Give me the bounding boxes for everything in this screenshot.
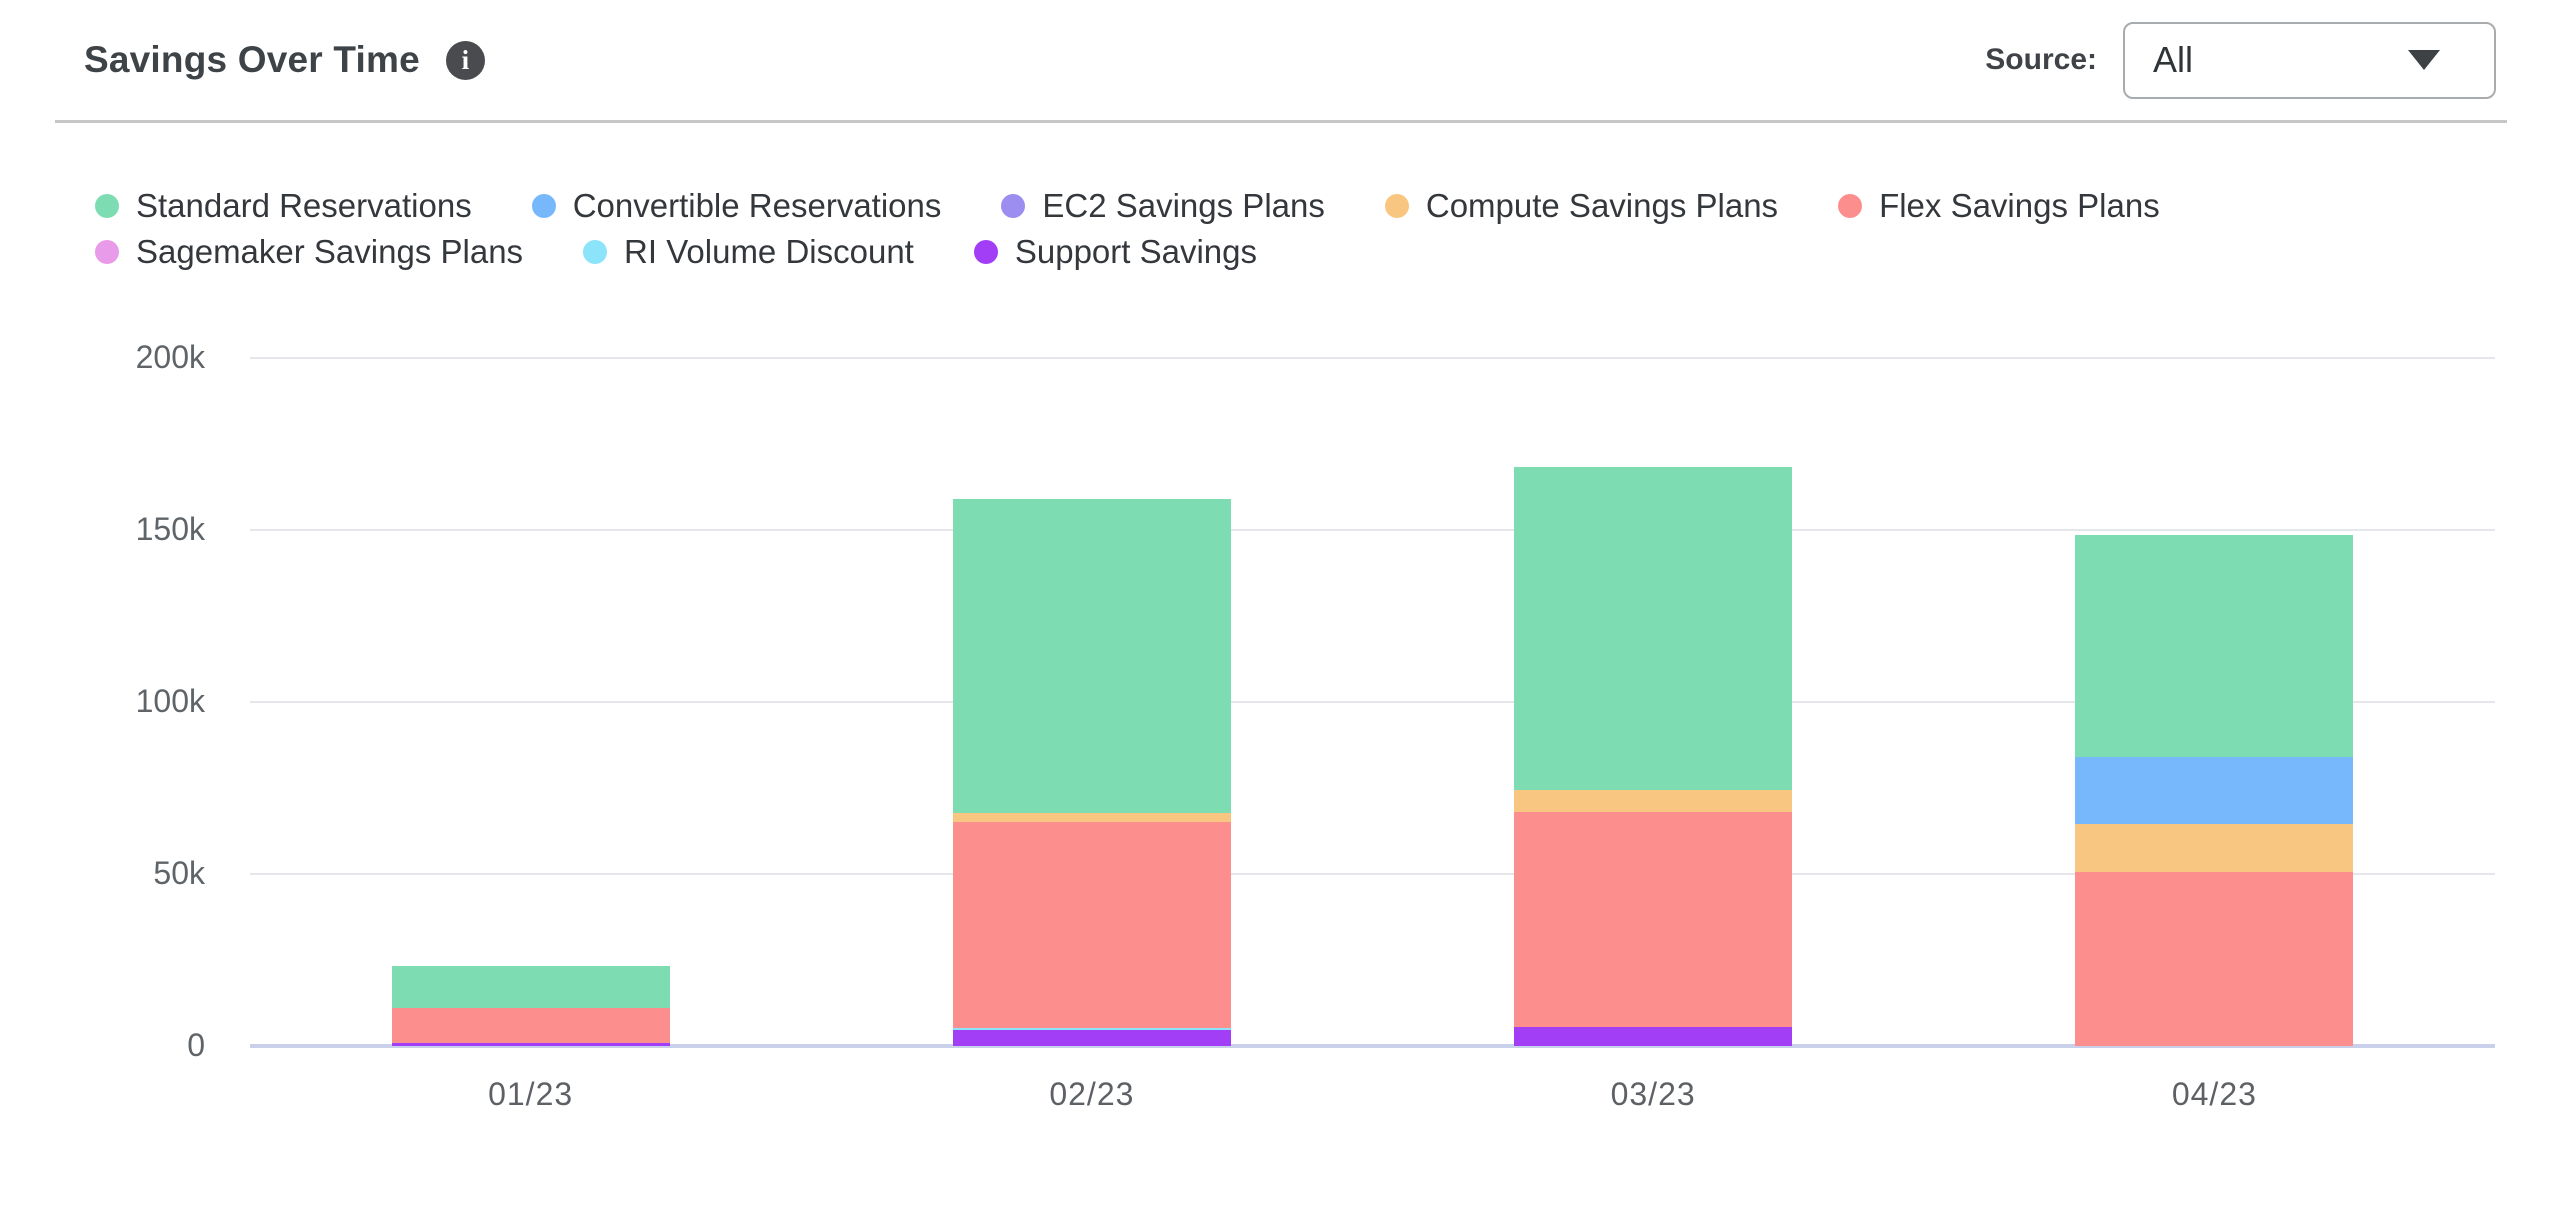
legend-item[interactable]: RI Volume Discount — [583, 230, 914, 274]
gridline — [250, 873, 2495, 875]
header-divider — [55, 120, 2507, 123]
legend-dot-icon — [583, 240, 608, 264]
legend-item[interactable]: Standard Reservations — [95, 184, 472, 228]
legend-item[interactable]: Convertible Reservations — [531, 184, 942, 228]
info-icon[interactable]: i — [445, 40, 485, 80]
gridline — [250, 529, 2495, 531]
legend-item-label: Support Savings — [1014, 233, 1258, 270]
chart-legend: Standard Reservations Convertible Reserva… — [95, 184, 2475, 274]
legend-dot-icon — [973, 240, 998, 264]
y-tick-label: 0 — [187, 1027, 205, 1063]
bar-segment[interactable] — [1514, 1027, 1793, 1046]
chevron-down-icon — [2408, 50, 2440, 70]
gridline — [250, 357, 2495, 359]
legend-dot-icon — [531, 194, 556, 218]
legend-item-label: Sagemaker Savings Plans — [136, 233, 524, 270]
bar-segment[interactable] — [952, 1028, 1231, 1031]
source-control: Source: All — [1985, 21, 2496, 99]
source-dropdown[interactable]: All — [2123, 21, 2496, 99]
bar-segment[interactable] — [952, 498, 1231, 813]
bar-stack — [391, 966, 670, 1046]
legend-dot-icon — [1838, 194, 1863, 218]
y-tick-label: 200k — [135, 339, 205, 375]
bar-segment[interactable] — [1514, 466, 1793, 790]
chart-header: Savings Over Time i Source: All — [0, 0, 2562, 120]
bar-segment[interactable] — [952, 812, 1231, 822]
bar-segment[interactable] — [1514, 789, 1793, 813]
x-tick-label: 03/23 — [1610, 1076, 1696, 1112]
legend-item-label: Standard Reservations — [136, 187, 472, 224]
legend-item[interactable]: Support Savings — [973, 230, 1258, 274]
legend-item[interactable]: Flex Savings Plans — [1838, 184, 2160, 228]
page-title: Savings Over Time — [84, 39, 420, 80]
bar-segment[interactable] — [2075, 872, 2354, 1046]
x-tick-label: 04/23 — [2171, 1076, 2257, 1112]
legend-item[interactable]: Compute Savings Plans — [1384, 184, 1779, 228]
gridline — [250, 701, 2495, 703]
bar-segment[interactable] — [952, 821, 1231, 1029]
source-dropdown-value: All — [2153, 39, 2194, 80]
legend-item-label: Compute Savings Plans — [1425, 187, 1779, 224]
bar-stack — [2075, 535, 2354, 1046]
y-tick-label: 100k — [135, 683, 205, 719]
y-tick-label: 150k — [135, 511, 205, 547]
x-axis-line — [250, 1044, 2495, 1048]
legend-item[interactable]: Sagemaker Savings Plans — [95, 230, 523, 274]
legend-item-label: Convertible Reservations — [572, 187, 942, 224]
x-tick-label: 01/23 — [488, 1076, 574, 1112]
bar-segment[interactable] — [2075, 757, 2354, 825]
bar-stack — [952, 498, 1231, 1046]
bar-segment[interactable] — [1514, 812, 1793, 1028]
bar-segment[interactable] — [391, 1042, 670, 1046]
bar-segment[interactable] — [391, 1008, 670, 1043]
bar-segment[interactable] — [2075, 824, 2354, 873]
source-label: Source: — [1985, 43, 2097, 76]
bar-segment[interactable] — [391, 966, 670, 1009]
bar-segment[interactable] — [2075, 535, 2354, 758]
legend-item-label: RI Volume Discount — [624, 233, 914, 270]
x-tick-label: 02/23 — [1049, 1076, 1135, 1112]
bar-segment[interactable] — [952, 1030, 1231, 1046]
y-tick-label: 50k — [153, 855, 205, 891]
legend-item-label: Flex Savings Plans — [1879, 187, 2160, 224]
legend-dot-icon — [95, 194, 119, 218]
bar-stack — [1514, 466, 1793, 1046]
legend-dot-icon — [1001, 194, 1026, 218]
legend-dot-icon — [95, 240, 119, 264]
legend-dot-icon — [1384, 194, 1409, 218]
legend-item-label: EC2 Savings Plans — [1042, 187, 1325, 224]
legend-item[interactable]: EC2 Savings Plans — [1001, 184, 1325, 228]
